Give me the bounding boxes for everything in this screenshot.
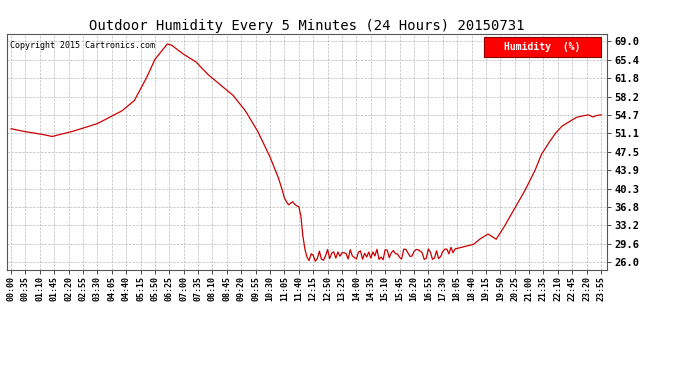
Text: Copyright 2015 Cartronics.com: Copyright 2015 Cartronics.com xyxy=(10,41,155,50)
Title: Outdoor Humidity Every 5 Minutes (24 Hours) 20150731: Outdoor Humidity Every 5 Minutes (24 Hou… xyxy=(89,19,525,33)
Text: Humidity  (%): Humidity (%) xyxy=(504,42,580,52)
FancyBboxPatch shape xyxy=(484,37,601,57)
